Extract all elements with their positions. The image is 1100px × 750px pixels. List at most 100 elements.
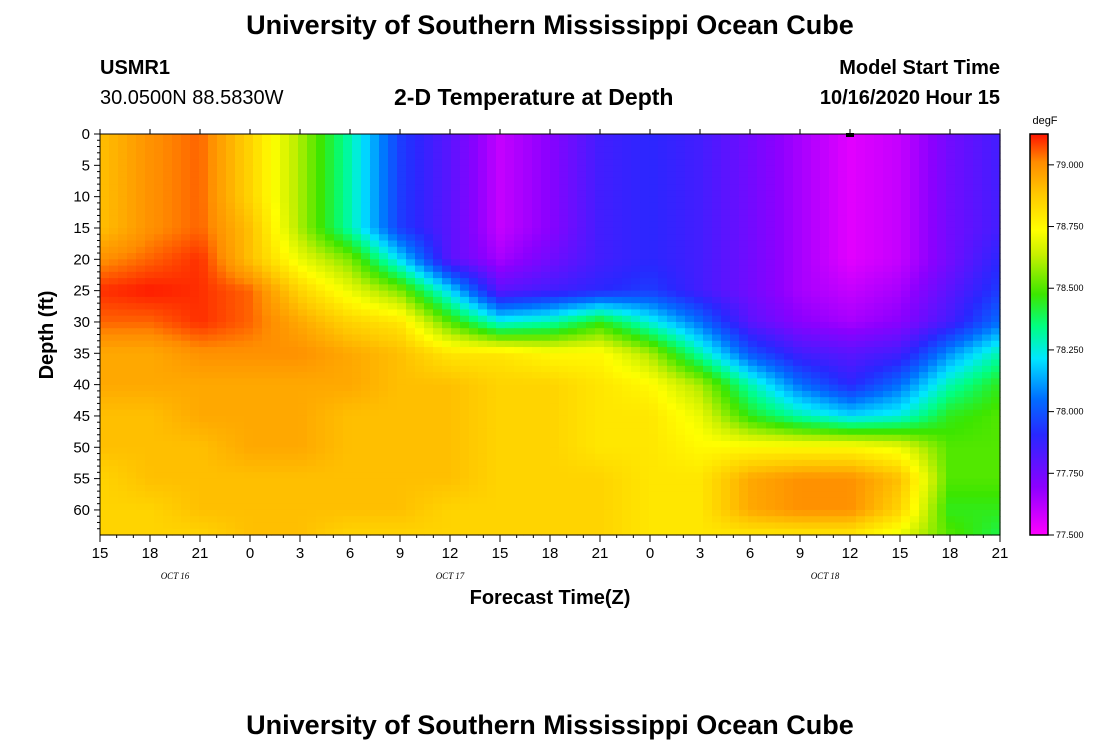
heatmap-cell [262, 309, 272, 317]
heatmap-cell [577, 378, 587, 386]
heatmap-cell [883, 434, 893, 442]
heatmap-cell [316, 221, 326, 229]
heatmap-cell [334, 146, 344, 154]
heatmap-cell [532, 415, 542, 423]
heatmap-cell [505, 196, 515, 204]
heatmap-cell [307, 140, 317, 148]
heatmap-cell [685, 246, 695, 254]
heatmap-cell [811, 152, 821, 160]
heatmap-cell [847, 196, 857, 204]
heatmap-cell [298, 209, 308, 217]
heatmap-cell [379, 284, 389, 292]
heatmap-cell [172, 428, 182, 436]
heatmap-cell [793, 246, 803, 254]
heatmap-cell [316, 196, 326, 204]
heatmap-cell [253, 134, 263, 141]
heatmap-cell [334, 315, 344, 323]
heatmap-cell [451, 152, 461, 160]
heatmap-cell [955, 209, 965, 217]
heatmap-cell [703, 340, 713, 348]
heatmap-cell [181, 259, 191, 267]
heatmap-cell [118, 390, 128, 398]
heatmap-cell [352, 397, 362, 405]
heatmap-cell [910, 340, 920, 348]
heatmap-cell [991, 215, 1001, 223]
heatmap-cell [613, 240, 623, 248]
heatmap-cell [874, 397, 884, 405]
heatmap-cell [280, 271, 290, 279]
heatmap-cell [910, 152, 920, 160]
heatmap-cell [487, 140, 497, 148]
heatmap-cell [541, 171, 551, 179]
heatmap-cell [208, 359, 218, 367]
heatmap-cell [289, 290, 299, 298]
heatmap-cell [154, 152, 164, 160]
heatmap-cell [955, 403, 965, 411]
heatmap-cell [676, 196, 686, 204]
heatmap-cell [523, 215, 533, 223]
heatmap-cell [649, 397, 659, 405]
heatmap-cell [100, 190, 110, 198]
heatmap-cell [172, 152, 182, 160]
heatmap-cell [901, 165, 911, 173]
heatmap-cell [226, 265, 236, 273]
heatmap-cell [946, 296, 956, 304]
heatmap-cell [370, 165, 380, 173]
heatmap-cell [523, 196, 533, 204]
heatmap-cell [280, 397, 290, 405]
heatmap-cell [811, 303, 821, 311]
heatmap-cell [892, 140, 902, 148]
heatmap-cell [955, 234, 965, 242]
heatmap-cell [568, 253, 578, 260]
heatmap-cell [379, 227, 389, 235]
heatmap-cell [937, 284, 947, 292]
heatmap-cell [874, 296, 884, 304]
heatmap-cell [586, 422, 596, 430]
heatmap-cell [766, 134, 776, 141]
heatmap-cell [352, 321, 362, 329]
heatmap-cell [514, 209, 524, 217]
heatmap-cell [415, 409, 425, 417]
heatmap-cell [550, 321, 560, 329]
heatmap-cell [919, 177, 929, 185]
heatmap-cell [694, 140, 704, 148]
heatmap-cell [766, 290, 776, 298]
heatmap-cell [127, 253, 137, 260]
heatmap-cell [703, 278, 713, 285]
heatmap-cell [829, 234, 839, 242]
heatmap-cell [739, 290, 749, 298]
heatmap-cell [919, 415, 929, 423]
heatmap-cell [856, 259, 866, 267]
heatmap-cell [685, 347, 695, 354]
heatmap-cell [604, 434, 614, 442]
heatmap-cell [703, 296, 713, 304]
heatmap-cell [388, 353, 398, 361]
heatmap-cell [496, 415, 506, 423]
heatmap-cell [901, 184, 911, 191]
heatmap-cell [928, 140, 938, 148]
heatmap-cell [928, 378, 938, 386]
heatmap-cell [226, 390, 236, 398]
heatmap-cell [100, 315, 110, 323]
heatmap-cell [775, 240, 785, 248]
heatmap-cell [865, 434, 875, 442]
heatmap-cell [847, 434, 857, 442]
heatmap-cell [145, 196, 155, 204]
heatmap-cell [775, 227, 785, 235]
heatmap-cell [451, 428, 461, 436]
heatmap-cell [397, 315, 407, 323]
heatmap-cell [118, 309, 128, 317]
heatmap-cell [118, 134, 128, 141]
heatmap-cell [874, 441, 884, 448]
heatmap-cell [253, 409, 263, 417]
heatmap-cell [946, 353, 956, 361]
heatmap-cell [811, 265, 821, 273]
heatmap-cell [685, 209, 695, 217]
heatmap-cell [289, 378, 299, 386]
heatmap-cell [883, 315, 893, 323]
heatmap-cell [883, 146, 893, 154]
heatmap-cell [397, 296, 407, 304]
heatmap-cell [442, 303, 452, 311]
heatmap-cell [415, 171, 425, 179]
heatmap-cell [505, 209, 515, 217]
